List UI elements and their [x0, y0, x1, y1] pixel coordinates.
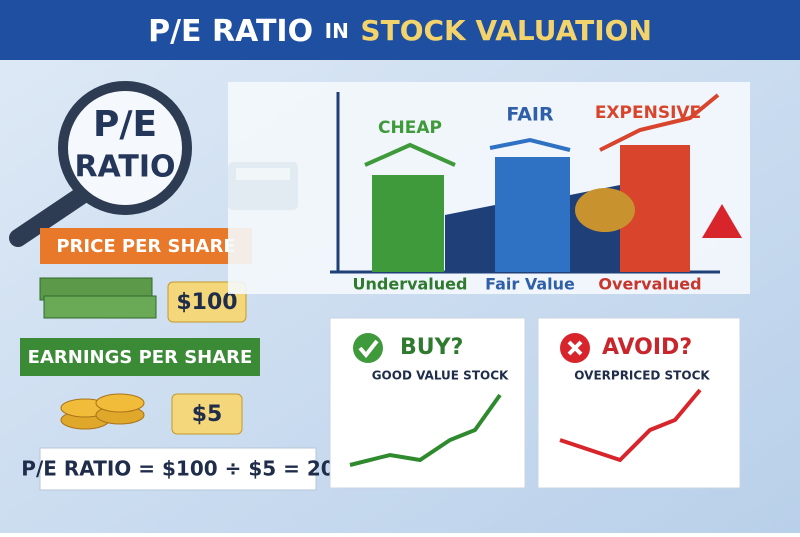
ribbon-label: PRICE PER SHARE: [56, 236, 235, 257]
bull: [575, 188, 635, 232]
price-tag-text: $100: [176, 290, 237, 315]
coin: [95, 393, 145, 413]
ribbon: [20, 338, 260, 376]
card-subtitle: OVERPRICED STOCK: [574, 369, 710, 383]
earnings-tag: [171, 393, 243, 435]
ribbon: [40, 228, 252, 264]
warning-icon: [702, 204, 742, 238]
trend-line: [349, 393, 502, 467]
arrow: [364, 142, 456, 167]
chart-top-label: FAIR: [506, 104, 554, 126]
chart-bottom-label: Undervalued: [353, 275, 468, 294]
magnifier-lens: [58, 81, 192, 215]
card-title: AVOID?: [602, 335, 692, 360]
card-title: BUY?: [400, 335, 463, 360]
header-band: [0, 0, 800, 60]
check-icon: [353, 333, 383, 363]
bar-illustration: [372, 175, 444, 272]
title-part: P/E RATIO: [148, 14, 313, 49]
formula: P/E RATIO = $100 ÷ $5 = 20: [21, 457, 334, 481]
chart-bottom-label: Overvalued: [598, 275, 701, 294]
card-subtitle: GOOD VALUE STOCK: [372, 369, 509, 383]
title-part: STOCK VALUATION: [360, 14, 651, 47]
arrow: [489, 137, 571, 152]
title-part: IN: [325, 19, 349, 43]
formula-box: [39, 447, 317, 491]
trend-line: [559, 388, 702, 463]
check-mark: [358, 339, 379, 359]
ribbon-label: EARNINGS PER SHARE: [28, 347, 253, 368]
magnifier-text: P/E: [93, 104, 157, 145]
magnifier-handle: [9, 186, 91, 247]
bar-illustration: [495, 157, 570, 272]
header-title: P/E RATIO IN STOCK VALUATION: [148, 14, 652, 49]
cross-mark: [567, 340, 583, 356]
chart-top-label: CHEAP: [378, 118, 442, 138]
earnings-tag-text: $5: [192, 402, 223, 427]
chart-bottom-label: Fair Value: [485, 275, 575, 294]
money: [43, 295, 157, 319]
chart-top-label: EXPENSIVE: [595, 103, 701, 123]
arrow: [599, 93, 720, 152]
price-tag: [167, 281, 247, 323]
magnifier-text: RATIO: [74, 150, 175, 185]
